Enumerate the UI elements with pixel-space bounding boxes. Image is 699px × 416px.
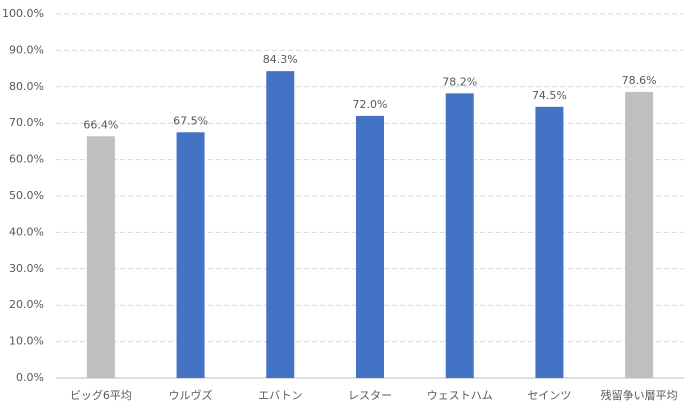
x-tick-label: エバトン bbox=[258, 389, 302, 402]
y-tick-label: 70.0% bbox=[9, 116, 44, 129]
value-label: 74.5% bbox=[532, 89, 567, 102]
y-tick-label: 50.0% bbox=[9, 189, 44, 202]
y-tick-label: 40.0% bbox=[9, 225, 44, 238]
value-label: 72.0% bbox=[353, 98, 388, 111]
bar bbox=[86, 136, 115, 378]
value-label: 67.5% bbox=[173, 114, 208, 127]
x-tick-label: レスター bbox=[348, 389, 392, 402]
y-tick-label: 20.0% bbox=[9, 298, 44, 311]
bar bbox=[625, 91, 654, 379]
value-label: 78.6% bbox=[622, 74, 657, 87]
bar bbox=[266, 71, 295, 378]
value-label: 66.4% bbox=[83, 118, 118, 131]
y-tick-label: 30.0% bbox=[9, 262, 44, 275]
y-tick-label: 80.0% bbox=[9, 80, 44, 93]
x-tick-label: ウルヴズ bbox=[169, 388, 213, 402]
bar bbox=[176, 132, 205, 378]
y-tick-label: 0.0% bbox=[16, 371, 44, 384]
y-tick-label: 90.0% bbox=[9, 43, 44, 56]
value-label: 78.2% bbox=[442, 75, 477, 88]
x-tick-label: ウェストハム bbox=[427, 389, 493, 402]
bar bbox=[356, 115, 384, 379]
x-tick-label: 残留争い層平均 bbox=[601, 388, 678, 402]
x-tick-label: セインツ bbox=[527, 389, 571, 402]
y-tick-label: 10.0% bbox=[9, 335, 44, 348]
y-tick-label: 100.0% bbox=[2, 7, 44, 20]
x-tick-label: ビッグ6平均 bbox=[70, 388, 132, 402]
value-label: 84.3% bbox=[263, 53, 298, 66]
bar bbox=[535, 106, 564, 378]
y-tick-label: 60.0% bbox=[9, 153, 44, 166]
bar bbox=[445, 93, 474, 379]
